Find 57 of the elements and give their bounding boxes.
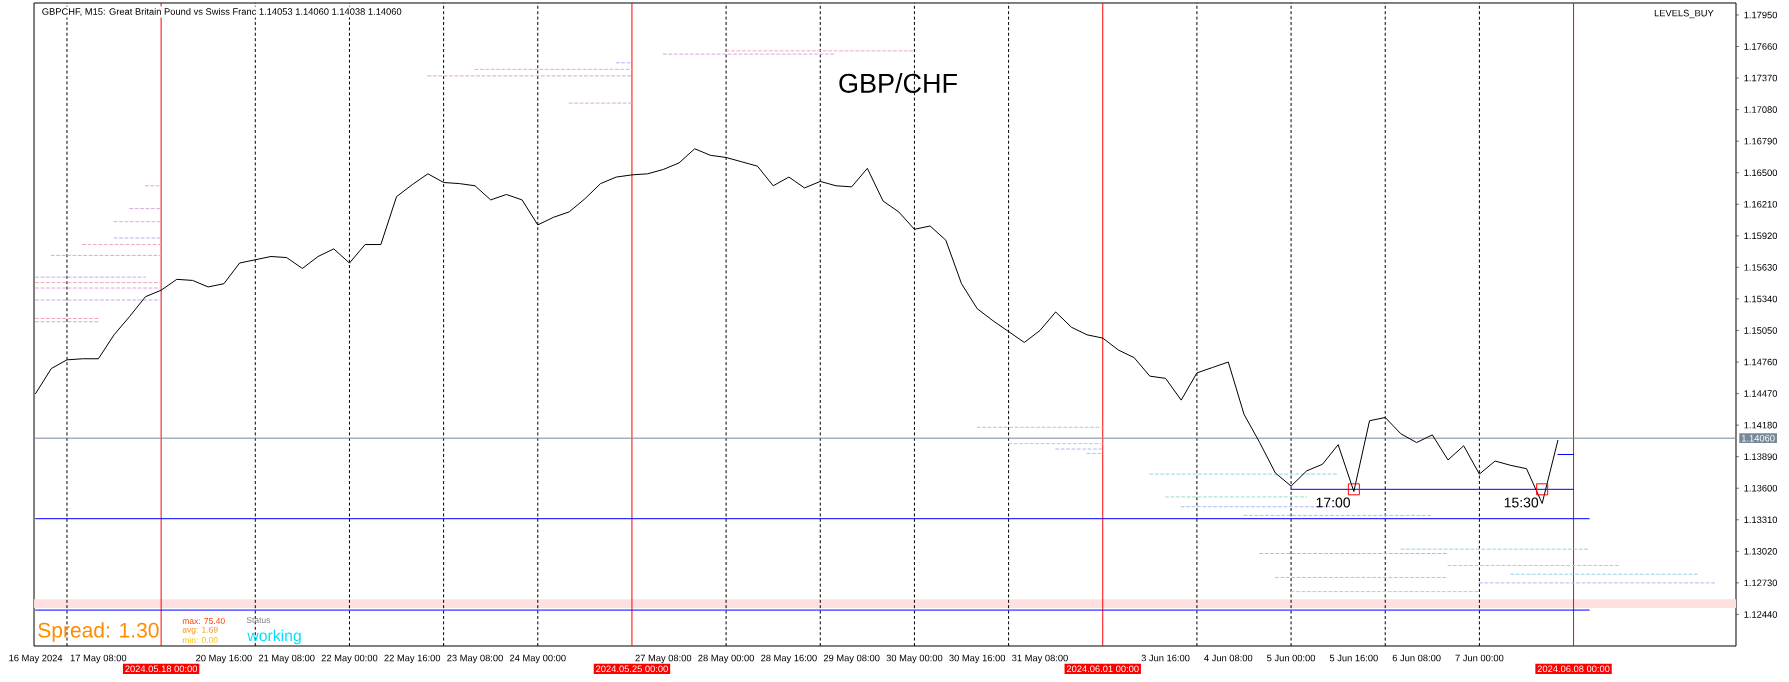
annotation: working bbox=[247, 629, 301, 645]
y-tick-label: 1.15050 bbox=[1744, 327, 1778, 334]
y-tick-label: 1.15920 bbox=[1744, 232, 1778, 240]
x-tick-label: 29 May 08:00 bbox=[823, 654, 880, 664]
y-tick-label: 1.12440 bbox=[1744, 611, 1778, 618]
x-tick-label: 2024.06.01 00:00 bbox=[1066, 665, 1139, 673]
y-tick-label: 1.13600 bbox=[1744, 484, 1778, 492]
y-tick-label: 1.15630 bbox=[1744, 264, 1778, 271]
x-tick-label: 27 May 08:00 bbox=[635, 654, 692, 664]
x-tick-label: 5 Jun 00:00 bbox=[1267, 654, 1316, 662]
x-tick-label: 28 May 16:00 bbox=[761, 654, 817, 664]
x-tick-label: 31 May 08:00 bbox=[1012, 654, 1068, 664]
y-tick-label: 1.17080 bbox=[1744, 106, 1778, 113]
y-tick-label: 1.13020 bbox=[1744, 548, 1778, 555]
y-tick-label: 1.15340 bbox=[1744, 295, 1778, 303]
x-tick-label: 2024.05.18 00:00 bbox=[125, 665, 198, 673]
x-tick-label: 23 May 08:00 bbox=[447, 654, 503, 664]
x-tick-label: 20 May 16:00 bbox=[196, 654, 252, 664]
x-tick-label: 22 May 00:00 bbox=[321, 654, 378, 664]
x-tick-label: 2024.06.08 00:00 bbox=[1537, 665, 1610, 673]
x-tick-label: 16 May 2024 bbox=[9, 654, 63, 664]
y-tick-label: 1.14470 bbox=[1744, 390, 1778, 397]
annotation: avg: 1.69 bbox=[182, 626, 218, 635]
x-tick-label: 24 May 00:00 bbox=[509, 654, 566, 664]
x-tick-label: 22 May 16:00 bbox=[384, 654, 441, 664]
y-tick-label: 1.13310 bbox=[1744, 516, 1778, 524]
x-tick-label: 6 Jun 08:00 bbox=[1392, 654, 1441, 662]
x-tick-label: 4 Jun 08:00 bbox=[1204, 654, 1253, 662]
annotation: max: 75.40 bbox=[182, 617, 225, 624]
y-tick-label: 1.17950 bbox=[1744, 11, 1778, 19]
annotation: 17:00 bbox=[1316, 497, 1351, 508]
ref-line-label: 1.14060 bbox=[1741, 434, 1775, 442]
y-tick-label: 1.13890 bbox=[1744, 453, 1778, 460]
annotation: Status bbox=[246, 616, 271, 623]
x-tick-label: 21 May 08:00 bbox=[258, 654, 315, 664]
y-tick-label: 1.16500 bbox=[1744, 169, 1778, 177]
text: GBP/CHF bbox=[839, 73, 957, 93]
y-tick-label: 1.14180 bbox=[1744, 421, 1778, 429]
y-tick-label: 1.16210 bbox=[1744, 200, 1778, 208]
x-tick-label: 30 May 00:00 bbox=[886, 654, 943, 664]
x-tick-label: 5 Jun 16:00 bbox=[1329, 654, 1378, 662]
annotation: min: 0.00 bbox=[182, 636, 218, 644]
annotation: 15:30 bbox=[1504, 497, 1539, 508]
y-tick-label: 1.12730 bbox=[1744, 579, 1778, 587]
y-tick-label: 1.17660 bbox=[1744, 43, 1778, 50]
x-tick-label: 30 May 16:00 bbox=[949, 654, 1006, 664]
annotation: Spread: 1.30 bbox=[38, 622, 159, 642]
x-tick-label: 7 Jun 00:00 bbox=[1455, 654, 1504, 662]
y-tick-label: 1.14760 bbox=[1744, 358, 1778, 366]
x-tick-label: 2024.05.25 00:00 bbox=[596, 665, 668, 673]
x-tick-label: 17 May 08:00 bbox=[70, 654, 127, 664]
x-tick-label: 3 Jun 16:00 bbox=[1141, 654, 1190, 662]
x-tick-label: 28 May 00:00 bbox=[698, 654, 755, 664]
y-tick-label: 1.16790 bbox=[1744, 137, 1778, 145]
chart-title: GBPCHF, M15: Great Britain Pound vs Swiss Franc 1.14053 1.14060 1.14038 1.14060 bbox=[42, 8, 402, 16]
annotation: LEVELS_BUY bbox=[1654, 9, 1714, 19]
y-tick-label: 1.17370 bbox=[1744, 74, 1778, 82]
